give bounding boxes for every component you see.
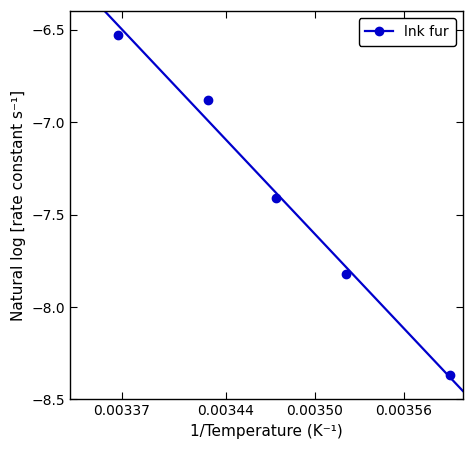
X-axis label: 1/Temperature (K⁻¹): 1/Temperature (K⁻¹) [190, 424, 343, 439]
Legend: lnk fur: lnk fur [358, 18, 456, 46]
Y-axis label: Natural log [rate constant s⁻¹]: Natural log [rate constant s⁻¹] [11, 90, 26, 321]
